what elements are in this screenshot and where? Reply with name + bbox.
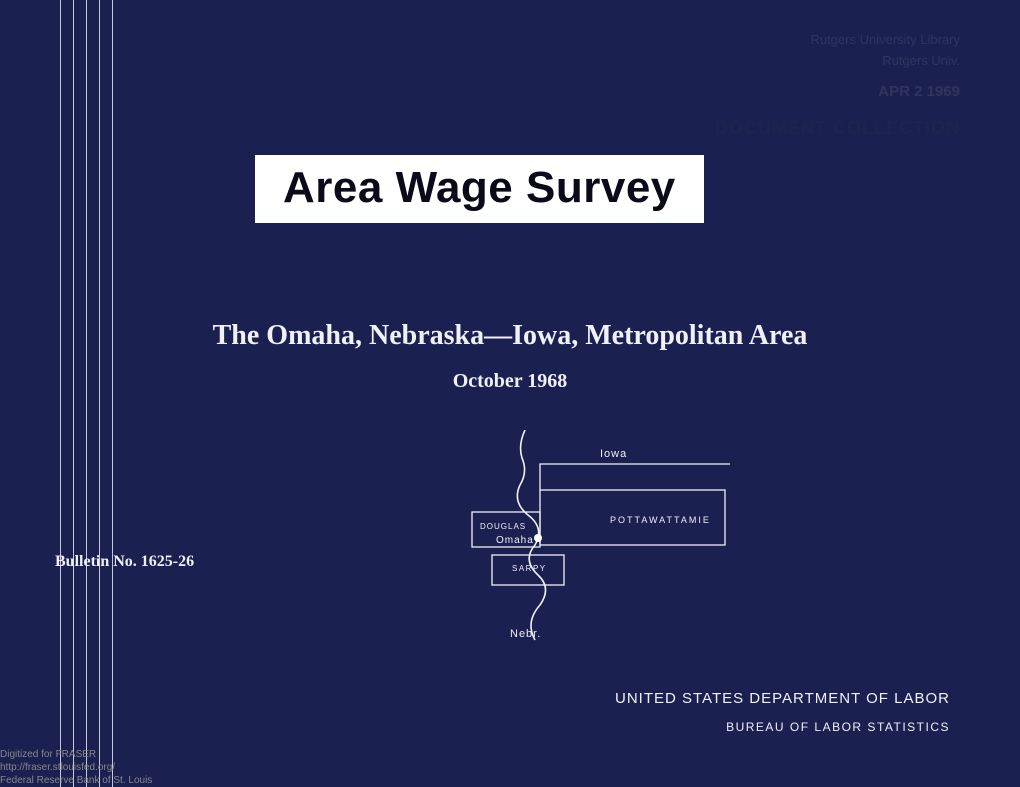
stamp-date: APR 2 1969 [715, 80, 960, 104]
vline [112, 0, 113, 787]
vline [99, 0, 100, 787]
digitized-line1: Digitized for FRASER [0, 748, 152, 761]
main-title: Area Wage Survey [283, 163, 676, 212]
vline [86, 0, 87, 787]
label-nebr: Nebr. [510, 628, 541, 640]
library-stamp: Rutgers University Library Rutgers Univ.… [715, 30, 960, 142]
digitized-line3: Federal Reserve Bank of St. Louis [0, 774, 152, 787]
stamp-line2: Rutgers Univ. [715, 51, 960, 72]
iowa-border [540, 464, 730, 490]
label-sarpy: SARPY [512, 564, 547, 573]
map-svg [430, 430, 770, 650]
omaha-city-marker [534, 534, 542, 542]
digitized-watermark: Digitized for FRASER http://fraser.stlou… [0, 748, 152, 787]
title-box: Area Wage Survey [255, 155, 704, 223]
bulletin-number: Bulletin No. 1625-26 [55, 553, 194, 571]
label-iowa: Iowa [600, 448, 627, 460]
label-douglas: DOUGLAS [480, 522, 526, 531]
stamp-line1: Rutgers University Library [715, 30, 960, 51]
subtitle: The Omaha, Nebraska—Iowa, Metropolitan A… [0, 320, 1020, 352]
vertical-rule-lines [60, 0, 113, 787]
bureau-line: BUREAU OF LABOR STATISTICS [726, 720, 950, 734]
label-omaha: Omaha [496, 535, 534, 546]
stamp-collection: DOCUMENT COLLECTION [715, 114, 960, 143]
vline [73, 0, 74, 787]
label-pottawattamie: POTTAWATTAMIE [610, 515, 711, 525]
digitized-line2: http://fraser.stlouisfed.org/ [0, 761, 152, 774]
county-map: Iowa POTTAWATTAMIE DOUGLAS Omaha SARPY N… [430, 430, 770, 650]
vline [60, 0, 61, 787]
date-line: October 1968 [0, 370, 1020, 393]
department-line: UNITED STATES DEPARTMENT OF LABOR [615, 690, 950, 707]
